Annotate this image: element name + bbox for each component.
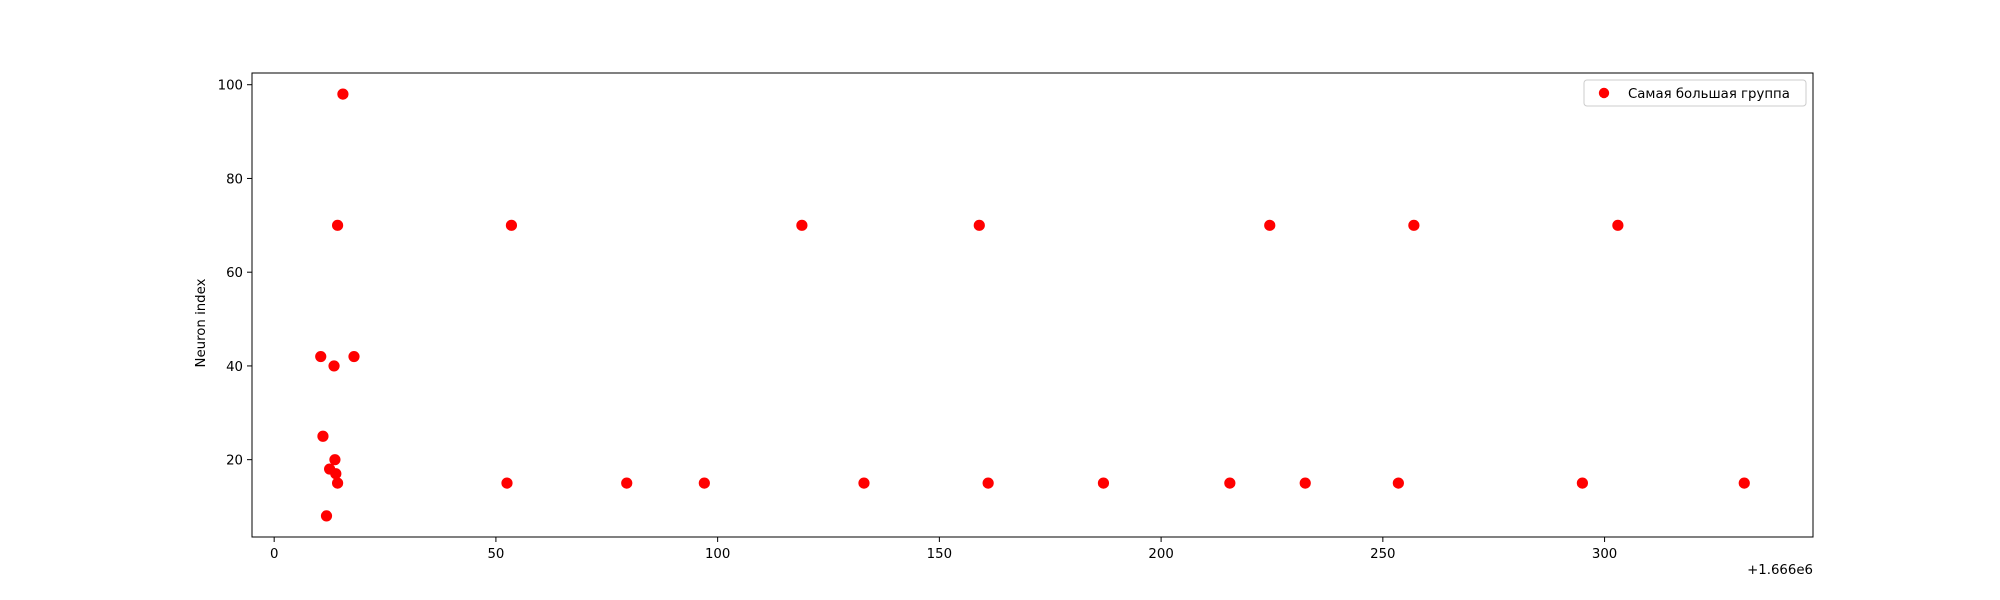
y-tick-label: 100 [218, 79, 243, 94]
data-point [505, 219, 518, 231]
data-point [621, 477, 633, 489]
data-point [331, 477, 344, 489]
data-point [331, 219, 344, 231]
legend-marker [1598, 87, 1610, 99]
data-point [1392, 477, 1404, 489]
data-point [1299, 477, 1311, 489]
data-point [1738, 477, 1750, 489]
data-point [501, 477, 513, 489]
data-point [698, 477, 710, 489]
y-tick-label: 20 [226, 454, 243, 469]
data-point [328, 360, 340, 372]
legend: Самая большая группа [1583, 79, 1807, 107]
data-point [858, 477, 870, 489]
axes-frame [251, 72, 1814, 538]
x-tick-label: 250 [1370, 547, 1395, 562]
data-point [317, 430, 329, 442]
data-point [1097, 477, 1110, 489]
data-point [973, 219, 985, 231]
data-point [320, 510, 333, 522]
legend-box [1583, 79, 1807, 107]
data-point [315, 350, 327, 363]
data-point [330, 468, 342, 480]
x-axis-offset-label: +1.666e6 [1747, 563, 1813, 578]
x-tick-label: 300 [1592, 547, 1617, 562]
data-point [329, 454, 341, 466]
y-tick-label: 80 [226, 172, 243, 187]
x-tick-label: 100 [705, 547, 730, 562]
data-point [1408, 219, 1420, 231]
x-tick-label: 200 [1148, 547, 1173, 562]
data-point [982, 477, 994, 489]
y-tick-label: 60 [226, 266, 243, 281]
data-point [1264, 219, 1276, 231]
data-point [1576, 477, 1588, 489]
axes: 0 50 100 150 200 250 300 20 40 60 80 100 [218, 72, 1814, 562]
y-tick-label: 40 [226, 360, 243, 375]
x-tick-label: 150 [927, 547, 952, 562]
plot-area [315, 88, 1750, 522]
data-point [1612, 219, 1624, 231]
y-axis-label: Neuron index [194, 278, 209, 367]
data-point [337, 88, 349, 100]
data-point [348, 350, 360, 363]
x-tick-label: 0 [270, 547, 278, 562]
data-point [796, 219, 808, 231]
x-tick-label: 50 [487, 547, 504, 562]
legend-label: Самая большая группа [1628, 86, 1790, 102]
data-point [1224, 477, 1236, 489]
